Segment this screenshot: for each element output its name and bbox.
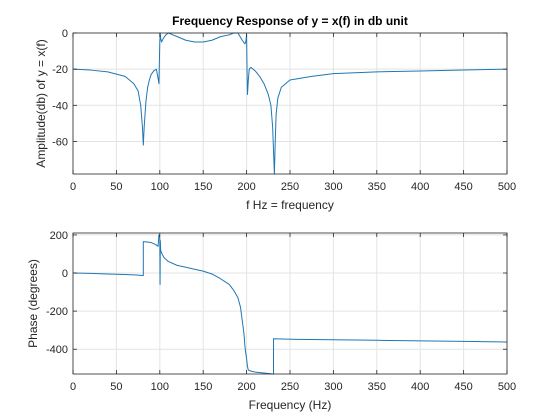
x-axis-label: f Hz = frequency [246,198,334,212]
y-tick-label: -60 [52,136,68,148]
y-tick-label: -400 [46,344,68,356]
x-tick-label: 150 [194,181,212,193]
y-axis-label: Amplitude(db) of y = x(f) [34,39,48,167]
x-tick-label: 500 [498,381,516,393]
x-tick-label: 250 [281,181,299,193]
x-tick-label: 300 [324,381,342,393]
chart-title: Frequency Response of y = x(f) in db uni… [172,14,408,28]
x-tick-label: 500 [498,181,516,193]
y-tick-label: 0 [62,268,68,280]
x-tick-label: 50 [110,181,122,193]
y-tick-label: 0 [62,28,68,40]
amplitude-panel: 0 50 100 150 200 250 300 350 400 450 500 -60 -40 -20 0… [34,14,516,212]
x-tick-label: 350 [368,181,386,193]
x-tick-label: 400 [411,381,429,393]
y-tick-label: 200 [50,230,68,242]
x-tick-label: 450 [454,381,472,393]
y-tick-label: -200 [46,306,68,318]
x-tick-label: 200 [237,181,255,193]
x-tick-label: 450 [454,181,472,193]
x-tick-label: 350 [368,381,386,393]
x-tick-label: 50 [110,381,122,393]
x-tick-label: 150 [194,381,212,393]
phase-panel: 0 50 100 150 200 250 300 350 400 450 500 -400 -200 0 2… [26,230,516,412]
x-tick-label: 250 [281,381,299,393]
x-axis-label: Frequency (Hz) [249,398,332,412]
x-tick-label: 0 [70,181,76,193]
x-tick-label: 200 [237,381,255,393]
y-axis-label: Phase (degrees) [26,259,40,348]
y-tick-label: -40 [52,100,68,112]
x-tick-label: 0 [70,381,76,393]
y-tick-label: -20 [52,64,68,76]
series-line-0 [72,32,508,175]
x-tick-label: 100 [151,181,169,193]
x-tick-label: 100 [151,381,169,393]
x-tick-label: 400 [411,181,429,193]
x-tick-label: 300 [324,181,342,193]
